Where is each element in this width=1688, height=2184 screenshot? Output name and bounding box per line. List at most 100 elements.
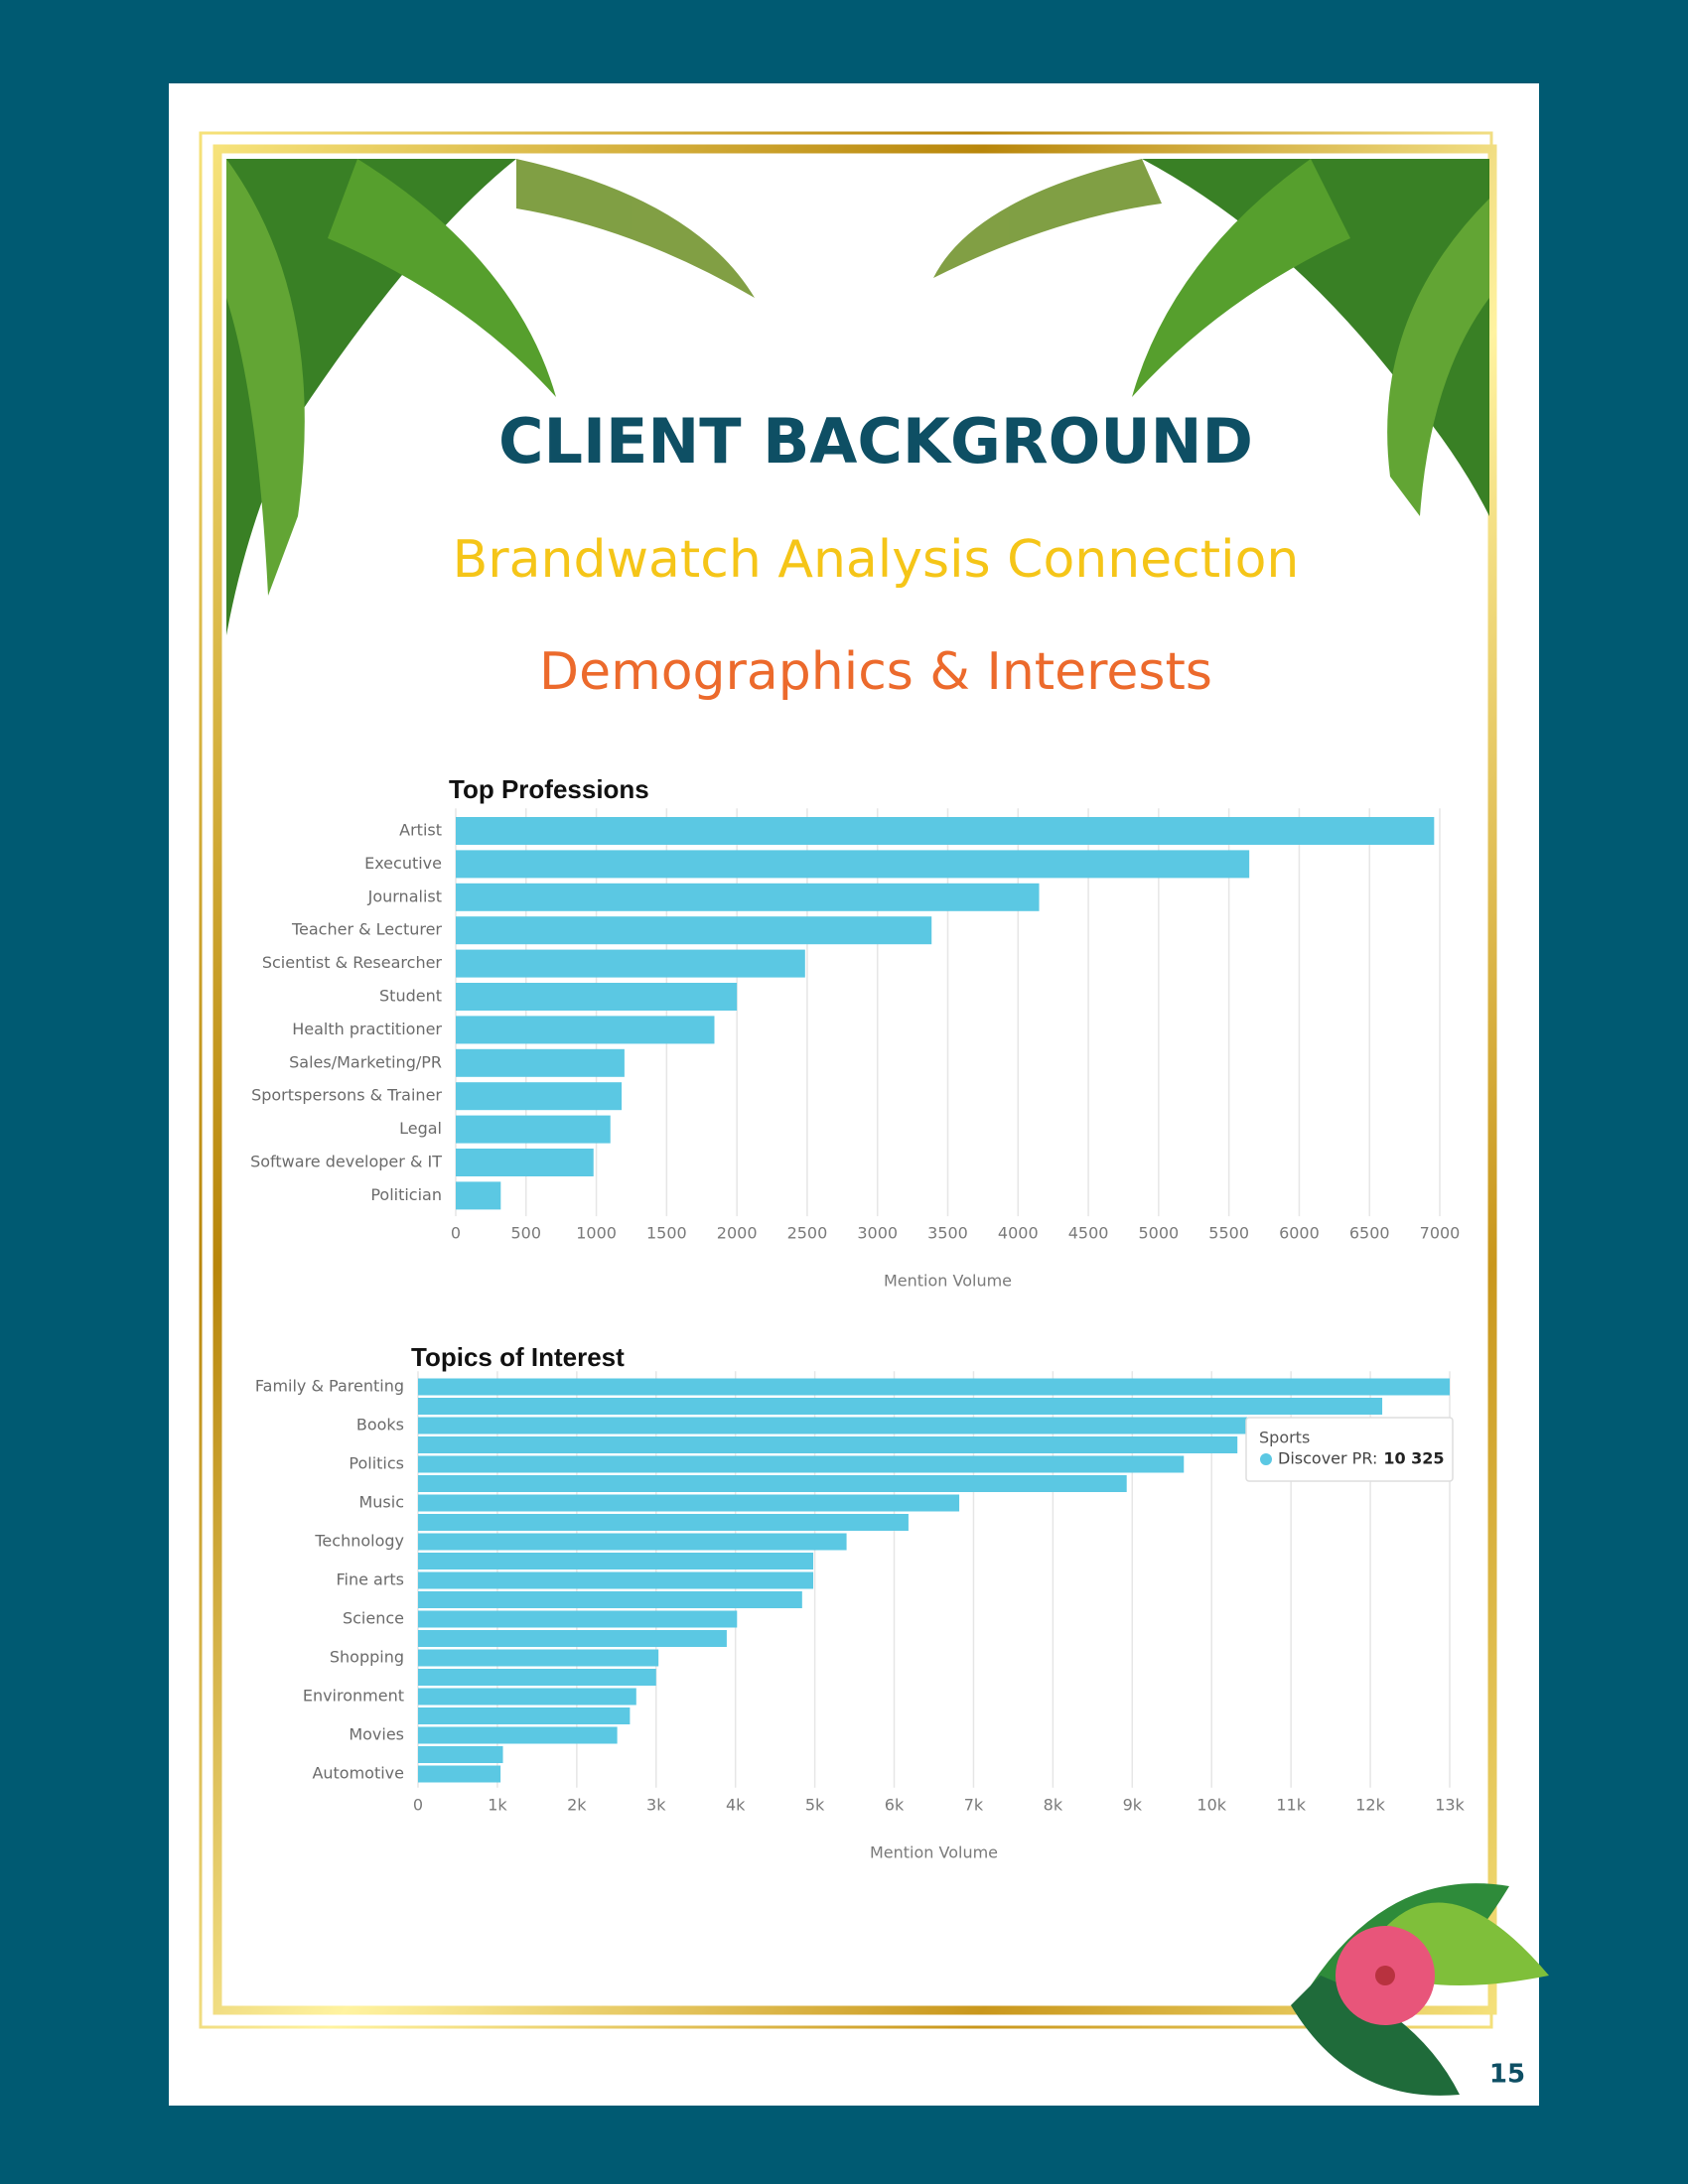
y-tick-label: Politics — [349, 1454, 404, 1473]
y-tick-label: Health practitioner — [292, 1020, 442, 1038]
x-tick-label: 2k — [567, 1796, 587, 1815]
y-tick-label: Software developer & IT — [250, 1153, 442, 1171]
x-tick-label: 7k — [964, 1796, 984, 1815]
bar — [418, 1591, 802, 1608]
bar — [418, 1398, 1383, 1415]
bar — [456, 1115, 611, 1144]
x-tick-label: 1500 — [646, 1224, 687, 1243]
y-tick-label: Science — [343, 1609, 404, 1628]
y-tick-label: Student — [379, 987, 442, 1006]
flower-decoration — [1291, 1883, 1549, 2096]
y-tick-label: Family & Parenting — [255, 1377, 404, 1396]
tooltip-value: 10 325 — [1383, 1449, 1444, 1468]
x-tick-label: 1000 — [576, 1224, 617, 1243]
page-title: CLIENT BACKGROUND — [498, 405, 1253, 478]
y-tick-label: Politician — [370, 1185, 442, 1204]
bar — [418, 1571, 814, 1589]
x-tick-label: 5500 — [1208, 1224, 1249, 1243]
paper — [169, 83, 1539, 2106]
bar — [456, 817, 1435, 845]
bar — [456, 949, 805, 978]
x-tick-label: 0 — [413, 1796, 423, 1815]
bar — [418, 1494, 960, 1512]
chart-title: Top Professions — [449, 774, 649, 804]
bar — [418, 1765, 501, 1783]
y-tick-label: Teacher & Lecturer — [291, 920, 442, 939]
bar — [456, 916, 932, 945]
chart-title: Topics of Interest — [411, 1342, 625, 1372]
y-tick-label: Technology — [314, 1532, 404, 1551]
x-tick-label: 12k — [1355, 1796, 1385, 1815]
bar — [456, 1149, 594, 1176]
bar — [418, 1533, 847, 1551]
x-tick-label: 8k — [1044, 1796, 1063, 1815]
bar — [418, 1688, 636, 1706]
bar — [418, 1610, 738, 1628]
bar — [418, 1514, 909, 1531]
x-tick-label: 4000 — [998, 1224, 1039, 1243]
x-tick-label: 6000 — [1279, 1224, 1320, 1243]
y-tick-label: Sales/Marketing/PR — [289, 1052, 442, 1071]
x-tick-label: 4500 — [1068, 1224, 1109, 1243]
page-subtitle: Brandwatch Analysis Connection — [453, 530, 1300, 590]
x-tick-label: 9k — [1123, 1796, 1143, 1815]
x-axis-label: Mention Volume — [870, 1843, 998, 1862]
y-tick-label: Automotive — [312, 1764, 404, 1783]
tooltip: Sports Discover PR: 10 325 — [1245, 1417, 1454, 1482]
y-tick-label: Music — [358, 1493, 404, 1512]
x-tick-label: 0 — [451, 1224, 461, 1243]
x-tick-label: 4k — [726, 1796, 746, 1815]
y-tick-label: Sportspersons & Trainer — [251, 1086, 442, 1105]
y-tick-label: Legal — [399, 1119, 442, 1138]
chart: Top Professions 0 500 1000 1500 2000 2500 3000 3… — [250, 774, 1460, 1291]
bar — [418, 1630, 727, 1647]
x-tick-label: 5000 — [1138, 1224, 1179, 1243]
bar — [418, 1553, 814, 1570]
frame-inner — [212, 144, 1497, 2015]
bar — [456, 1048, 625, 1077]
x-tick-label: 11k — [1276, 1796, 1306, 1815]
x-tick-label: 5k — [805, 1796, 825, 1815]
tooltip-box — [1245, 1417, 1454, 1482]
x-tick-label: 10k — [1196, 1796, 1226, 1815]
page-heading: Demographics & Interests — [539, 642, 1212, 702]
y-tick-label: Shopping — [330, 1648, 404, 1667]
bar — [456, 983, 738, 1011]
bar — [456, 1016, 715, 1044]
bar — [456, 883, 1040, 911]
x-tick-label: 3500 — [927, 1224, 968, 1243]
tooltip-swatch — [1260, 1453, 1272, 1465]
y-tick-label: Executive — [364, 854, 442, 873]
bar — [418, 1649, 659, 1667]
x-tick-label: 6k — [885, 1796, 905, 1815]
chart: Topics of Interest 0 1k 2k 3k 4k 5k 6k 7k 8k 9k 10k… — [255, 1342, 1466, 1862]
page-number: 15 — [1489, 2060, 1525, 2090]
bar — [418, 1436, 1238, 1453]
x-tick-label: 500 — [511, 1224, 542, 1243]
x-tick-label: 3000 — [857, 1224, 898, 1243]
bar — [456, 850, 1250, 879]
y-tick-label: Journalist — [367, 887, 442, 905]
x-tick-label: 13k — [1435, 1796, 1465, 1815]
bar — [456, 1181, 501, 1210]
bar — [418, 1417, 1248, 1434]
x-tick-label: 7000 — [1420, 1224, 1461, 1243]
y-tick-label: Scientist & Researcher — [262, 953, 443, 972]
bar — [418, 1378, 1450, 1396]
bar — [418, 1475, 1127, 1492]
y-tick-label: Artist — [399, 821, 442, 840]
x-tick-label: 2000 — [717, 1224, 758, 1243]
tooltip-series: Discover PR: — [1278, 1449, 1377, 1468]
y-tick-label: Fine arts — [336, 1570, 404, 1589]
x-axis-label: Mention Volume — [884, 1272, 1012, 1291]
tooltip-title: Sports — [1259, 1429, 1310, 1447]
x-tick-label: 6500 — [1349, 1224, 1390, 1243]
bar — [418, 1746, 503, 1763]
x-tick-label: 3k — [646, 1796, 666, 1815]
x-tick-label: 2500 — [787, 1224, 828, 1243]
palm-leaves — [226, 159, 1489, 635]
x-tick-label: 1k — [488, 1796, 507, 1815]
bar — [418, 1669, 656, 1686]
bar — [418, 1455, 1185, 1473]
